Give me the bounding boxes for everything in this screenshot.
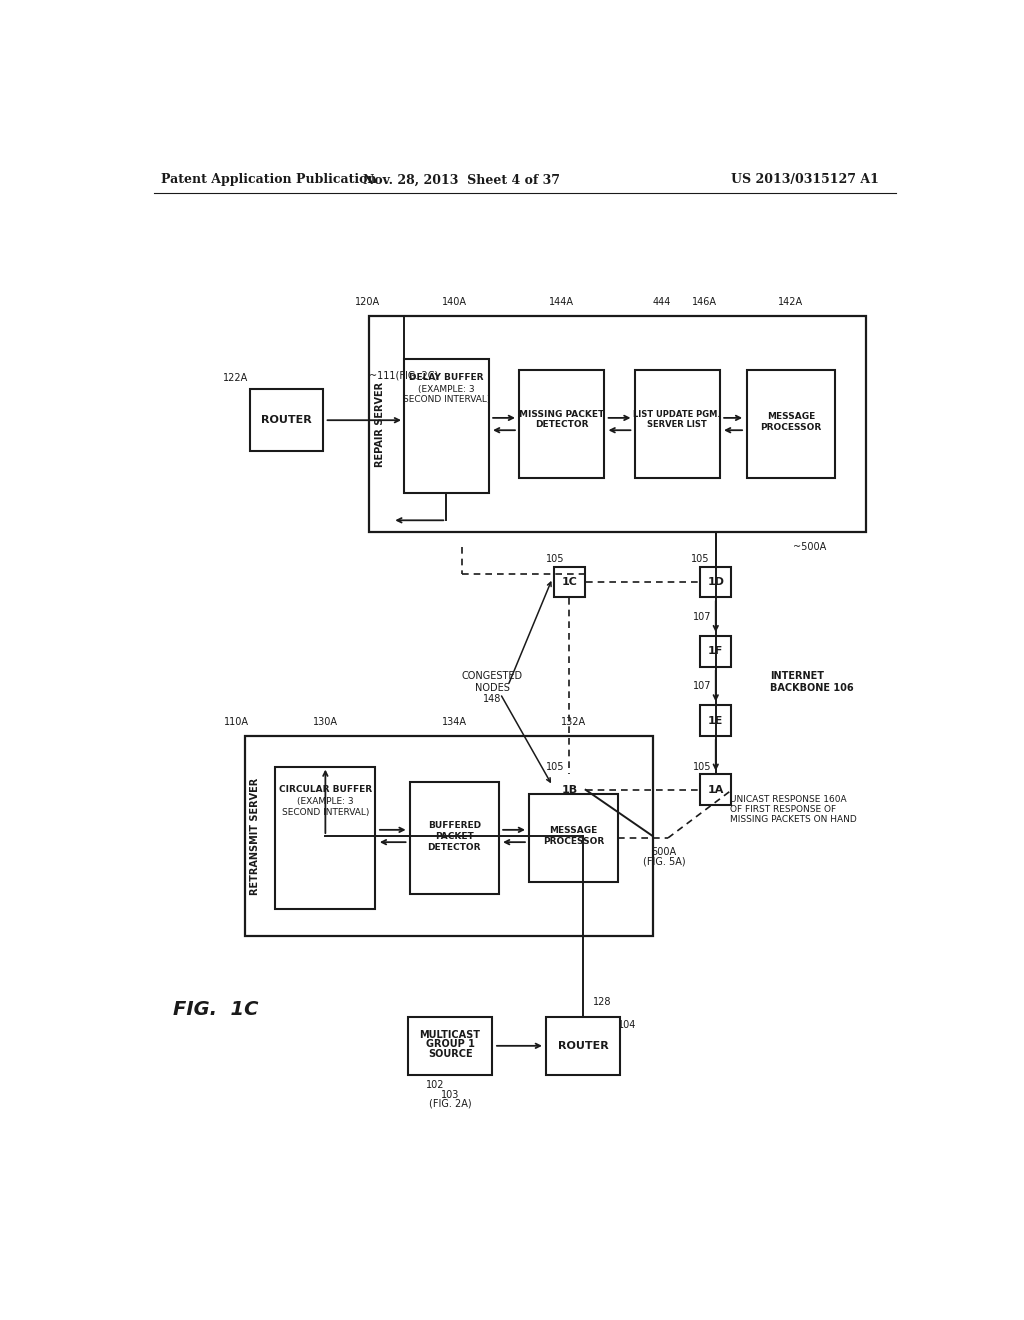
FancyBboxPatch shape	[700, 566, 731, 598]
FancyBboxPatch shape	[250, 389, 323, 451]
Text: MULTICAST: MULTICAST	[420, 1030, 480, 1040]
Text: ~111(FIG. 2C): ~111(FIG. 2C)	[370, 371, 438, 380]
Text: US 2013/0315127 A1: US 2013/0315127 A1	[731, 173, 879, 186]
Text: 148: 148	[483, 694, 502, 704]
Text: 122A: 122A	[223, 372, 249, 383]
Text: 102: 102	[425, 1081, 444, 1090]
Text: 146A: 146A	[691, 297, 717, 308]
FancyBboxPatch shape	[410, 781, 499, 894]
FancyBboxPatch shape	[547, 1016, 620, 1074]
FancyBboxPatch shape	[635, 370, 720, 478]
FancyBboxPatch shape	[245, 737, 652, 936]
Text: 1F: 1F	[709, 647, 723, 656]
Text: CONGESTED
NODES: CONGESTED NODES	[462, 671, 523, 693]
Text: DELAY BUFFER: DELAY BUFFER	[409, 374, 483, 383]
Text: 130A: 130A	[313, 717, 338, 727]
FancyBboxPatch shape	[529, 793, 617, 882]
Text: SECOND INTERVAL): SECOND INTERVAL)	[282, 808, 369, 817]
Text: 444: 444	[652, 297, 671, 308]
Text: 105: 105	[547, 554, 565, 564]
Text: ~500A: ~500A	[794, 543, 826, 552]
Text: (EXAMPLE: 3: (EXAMPLE: 3	[297, 797, 353, 805]
FancyBboxPatch shape	[746, 370, 836, 478]
Text: 105: 105	[547, 762, 565, 772]
Text: PROCESSOR: PROCESSOR	[760, 422, 821, 432]
Text: 107: 107	[692, 681, 711, 690]
Text: FIG.  1C: FIG. 1C	[173, 999, 258, 1019]
Text: 1D: 1D	[708, 577, 724, 587]
Text: REPAIR SERVER: REPAIR SERVER	[375, 381, 385, 466]
Text: DETECTOR: DETECTOR	[535, 420, 589, 429]
Text: 105: 105	[692, 762, 711, 772]
Text: ROUTER: ROUTER	[557, 1041, 608, 1051]
Text: BUFFERED: BUFFERED	[428, 821, 481, 830]
Text: 134A: 134A	[441, 717, 467, 727]
Text: 103: 103	[441, 1090, 460, 1100]
Text: CIRCULAR BUFFER: CIRCULAR BUFFER	[279, 785, 372, 795]
Text: 1A: 1A	[708, 785, 724, 795]
Text: 128: 128	[593, 997, 611, 1007]
Text: MISSING PACKET: MISSING PACKET	[519, 411, 604, 420]
Text: (FIG. 5A): (FIG. 5A)	[643, 857, 685, 866]
Text: 1C: 1C	[561, 577, 578, 587]
Text: 1E: 1E	[708, 715, 723, 726]
Text: UNICAST RESPONSE 160A: UNICAST RESPONSE 160A	[730, 795, 846, 804]
Text: 110A: 110A	[224, 717, 249, 727]
FancyBboxPatch shape	[519, 370, 604, 478]
Text: LIST UPDATE PGM.: LIST UPDATE PGM.	[634, 411, 721, 420]
FancyBboxPatch shape	[408, 1016, 493, 1074]
FancyBboxPatch shape	[403, 359, 488, 494]
Text: Patent Application Publication: Patent Application Publication	[162, 173, 377, 186]
Text: SERVER LIST: SERVER LIST	[647, 420, 708, 429]
FancyBboxPatch shape	[700, 636, 731, 667]
Text: INTERNET
BACKBONE 106: INTERNET BACKBONE 106	[770, 671, 853, 693]
Text: 120A: 120A	[355, 297, 380, 308]
Text: 104: 104	[618, 1019, 636, 1030]
Text: MESSAGE: MESSAGE	[550, 826, 598, 834]
Text: 500A: 500A	[651, 847, 677, 857]
Text: 132A: 132A	[561, 717, 587, 727]
Text: (EXAMPLE: 3: (EXAMPLE: 3	[418, 385, 474, 393]
FancyBboxPatch shape	[554, 566, 585, 598]
Text: GROUP 1: GROUP 1	[426, 1039, 474, 1049]
Text: 144A: 144A	[549, 297, 574, 308]
Text: 105: 105	[691, 554, 710, 564]
Text: PACKET: PACKET	[435, 832, 474, 841]
Text: 107: 107	[692, 611, 711, 622]
Text: 142A: 142A	[778, 297, 804, 308]
Text: PROCESSOR: PROCESSOR	[543, 837, 604, 846]
Text: 1B: 1B	[561, 785, 578, 795]
FancyBboxPatch shape	[554, 775, 585, 805]
Text: 140A: 140A	[441, 297, 467, 308]
Text: MESSAGE: MESSAGE	[767, 412, 815, 421]
Text: SECOND INTERVAL): SECOND INTERVAL)	[402, 395, 489, 404]
Text: RETRANSMIT SERVER: RETRANSMIT SERVER	[250, 777, 260, 895]
Text: Nov. 28, 2013  Sheet 4 of 37: Nov. 28, 2013 Sheet 4 of 37	[364, 173, 560, 186]
Text: DETECTOR: DETECTOR	[428, 842, 481, 851]
FancyBboxPatch shape	[275, 767, 376, 909]
FancyBboxPatch shape	[370, 317, 866, 532]
Text: ROUTER: ROUTER	[261, 416, 312, 425]
FancyBboxPatch shape	[700, 705, 731, 737]
Text: OF FIRST RESPONSE OF: OF FIRST RESPONSE OF	[730, 805, 836, 814]
FancyBboxPatch shape	[700, 775, 731, 805]
Text: (FIG. 2A): (FIG. 2A)	[429, 1100, 471, 1109]
Text: SOURCE: SOURCE	[428, 1048, 472, 1059]
Text: MISSING PACKETS ON HAND: MISSING PACKETS ON HAND	[730, 814, 856, 824]
